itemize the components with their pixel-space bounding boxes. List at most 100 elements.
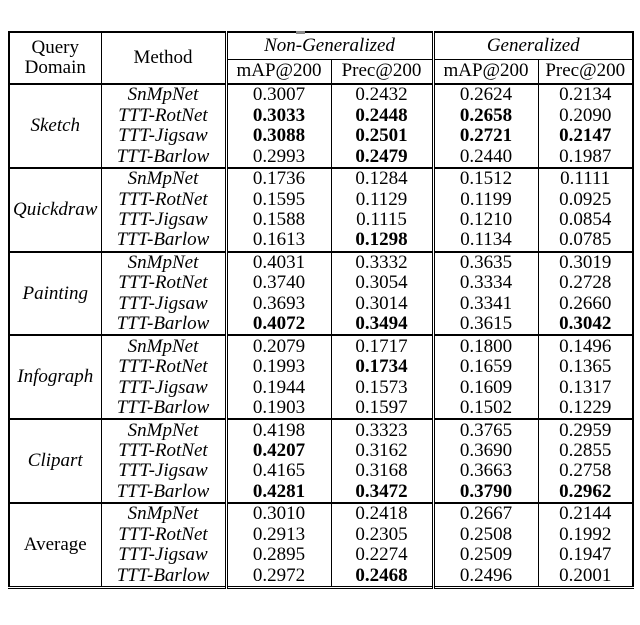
- value-cell: 0.1944: [224, 377, 331, 398]
- value-cell: 0.1229: [537, 397, 633, 420]
- value-cell: 0.1992: [537, 524, 633, 545]
- value-cell: 0.1199: [431, 189, 538, 210]
- method-cell: TTT-Barlow: [100, 230, 226, 252]
- value-cell: 0.2501: [330, 125, 433, 147]
- table-row: TTT-Barlow 0.1613 0.1298 0.1134 0.0785: [9, 230, 633, 252]
- table-row: TTT-Barlow 0.4281 0.3472 0.3790 0.2962: [9, 481, 633, 504]
- value-cell: 0.1210: [431, 209, 538, 231]
- value-cell: 0.3472: [330, 481, 433, 504]
- value-cell: 0.3162: [330, 440, 433, 462]
- method-cell: TTT-RotNet: [100, 273, 226, 294]
- table-row: TTT-RotNet 0.3740 0.3054 0.3334 0.2728: [9, 273, 633, 294]
- value-cell: 0.2962: [537, 481, 633, 504]
- method-cell: TTT-Jigsaw: [100, 293, 226, 314]
- header-map200-nongen: mAP@200: [224, 59, 331, 85]
- value-cell: 0.2134: [537, 82, 633, 106]
- value-cell: 0.1800: [431, 334, 538, 357]
- value-cell: 0.1496: [537, 334, 633, 357]
- value-cell: 0.3790: [431, 481, 538, 504]
- table-row: TTT-Barlow 0.2972 0.2468 0.2496 0.2001: [9, 565, 633, 588]
- value-cell: 0.1734: [330, 356, 433, 378]
- method-cell: SnMpNet: [100, 166, 226, 190]
- method-cell: TTT-Jigsaw: [100, 377, 226, 398]
- value-cell: 0.2144: [537, 502, 633, 525]
- table-body: Sketch SnMpNet 0.3007 0.2432 0.2624 0.2134 TTT…: [9, 82, 633, 588]
- value-cell: 0.3010: [224, 502, 331, 525]
- value-cell: 0.2667: [431, 502, 538, 525]
- value-cell: 0.2418: [330, 502, 433, 525]
- value-cell: 0.1115: [330, 209, 433, 231]
- table-row: Infograph SnMpNet 0.2079 0.1717 0.1800 0.1496: [9, 334, 633, 420]
- header-query-domain-line2: Domain: [24, 57, 86, 78]
- value-cell: 0.3323: [330, 418, 433, 441]
- method-cell: TTT-Barlow: [100, 565, 226, 588]
- value-cell: 0.2274: [330, 544, 433, 566]
- domain-cell: Painting: [9, 250, 101, 336]
- value-cell: 0.1134: [431, 230, 538, 252]
- value-cell: 0.2972: [224, 565, 331, 588]
- value-cell: 0.3088: [224, 125, 331, 147]
- value-cell: 0.1717: [330, 334, 433, 357]
- table-row: Average SnMpNet 0.3010 0.2418 0.2667 0.2144: [9, 502, 633, 588]
- table-row: TTT-Jigsaw 0.1588 0.1115 0.1210 0.0854: [9, 209, 633, 231]
- value-cell: 0.1317: [537, 377, 633, 398]
- domain-cell: Quickdraw: [9, 166, 101, 252]
- header-generalized: Generalized: [431, 32, 633, 60]
- value-cell: 0.2758: [537, 461, 633, 482]
- table-row: TTT-Barlow 0.4072 0.3494 0.3615 0.3042: [9, 313, 633, 336]
- value-cell: 0.2496: [431, 565, 538, 588]
- value-cell: 0.3765: [431, 418, 538, 441]
- value-cell: 0.2728: [537, 273, 633, 294]
- value-cell: 0.2624: [431, 82, 538, 106]
- table-row: TTT-Barlow 0.1903 0.1597 0.1502 0.1229: [9, 397, 633, 420]
- value-cell: 0.2147: [537, 125, 633, 147]
- method-cell: TTT-Barlow: [100, 397, 226, 420]
- value-cell: 0.4165: [224, 461, 331, 482]
- value-cell: 0.1613: [224, 230, 331, 252]
- domain-cell: Infograph: [9, 334, 101, 420]
- method-cell: TTT-Jigsaw: [100, 209, 226, 231]
- value-cell: 0.1947: [537, 544, 633, 566]
- method-cell: TTT-Jigsaw: [100, 125, 226, 147]
- value-cell: 0.4198: [224, 418, 331, 441]
- table-row: TTT-RotNet 0.3033 0.2448 0.2658 0.2090: [9, 105, 633, 126]
- value-cell: 0.1111: [537, 166, 633, 190]
- table-header: Query Domain Method Non-Generalized Gene…: [9, 32, 633, 85]
- header-prec200-gen: Prec@200: [537, 59, 633, 85]
- value-cell: 0.2432: [330, 82, 433, 106]
- value-cell: 0.3168: [330, 461, 433, 482]
- table-row: TTT-RotNet 0.4207 0.3162 0.3690 0.2855: [9, 440, 633, 462]
- value-cell: 0.2913: [224, 524, 331, 545]
- value-cell: 0.1659: [431, 356, 538, 378]
- value-cell: 0.1512: [431, 166, 538, 190]
- value-cell: 0.2721: [431, 125, 538, 147]
- table-row: TTT-Jigsaw 0.3088 0.2501 0.2721 0.2147: [9, 125, 633, 147]
- value-cell: 0.2855: [537, 440, 633, 462]
- value-cell: 0.3615: [431, 313, 538, 336]
- value-cell: 0.3494: [330, 313, 433, 336]
- value-cell: 0.2479: [330, 146, 433, 168]
- method-cell: TTT-RotNet: [100, 440, 226, 462]
- method-cell: TTT-RotNet: [100, 105, 226, 126]
- value-cell: 0.3690: [431, 440, 538, 462]
- table-row: Painting SnMpNet 0.4031 0.3332 0.3635 0.3019: [9, 250, 633, 336]
- value-cell: 0.4031: [224, 250, 331, 274]
- value-cell: 0.4207: [224, 440, 331, 462]
- table-row: Clipart SnMpNet 0.4198 0.3323 0.3765 0.2959: [9, 418, 633, 504]
- domain-cell: Clipart: [9, 418, 101, 504]
- value-cell: 0.1502: [431, 397, 538, 420]
- value-cell: 0.3014: [330, 293, 433, 314]
- method-cell: TTT-RotNet: [100, 524, 226, 545]
- value-cell: 0.2993: [224, 146, 331, 168]
- header-method: Method: [100, 32, 226, 85]
- value-cell: 0.0785: [537, 230, 633, 252]
- value-cell: 0.2895: [224, 544, 331, 566]
- table-row: TTT-Jigsaw 0.3693 0.3014 0.3341 0.2660: [9, 293, 633, 314]
- table-row: Sketch SnMpNet 0.3007 0.2432 0.2624 0.2134: [9, 82, 633, 168]
- header-non-generalized: Non-Generalized: [224, 32, 433, 60]
- value-cell: 0.0925: [537, 189, 633, 210]
- method-cell: TTT-RotNet: [100, 356, 226, 378]
- value-cell: 0.2509: [431, 544, 538, 566]
- header-group-row: Query Domain Method Non-Generalized Gene…: [9, 32, 633, 85]
- value-cell: 0.3635: [431, 250, 538, 274]
